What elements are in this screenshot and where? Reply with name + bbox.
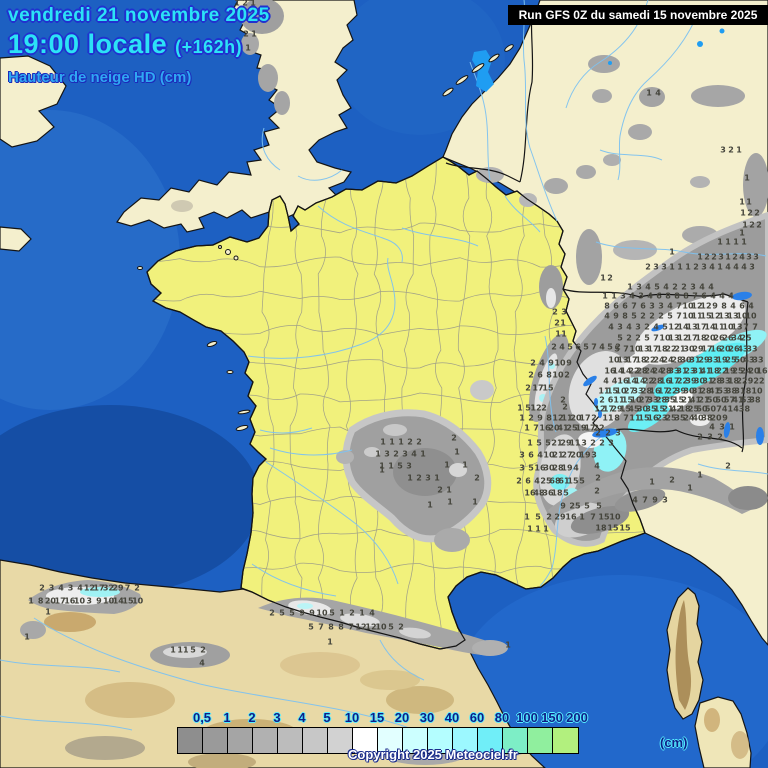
parameter-label: Hauteur de neige HD (cm) <box>8 69 192 86</box>
small-islands <box>137 44 514 431</box>
legend-color-cell <box>378 728 403 753</box>
relief-and-snow <box>20 0 768 768</box>
legend-color-cell <box>253 728 278 753</box>
sardinia-land <box>694 696 752 768</box>
legend-threshold-value: 10 <box>344 710 360 725</box>
legend-threshold-value: 20 <box>394 710 410 725</box>
legend-threshold-value: 40 <box>444 710 460 725</box>
forecast-hour-offset: (+162h) <box>175 37 243 57</box>
model-run-banner: Run GFS 0Z du samedi 15 novembre 2025 <box>508 5 768 25</box>
legend-threshold-value: 15 <box>369 710 385 725</box>
legend-threshold-value: 0,5 <box>192 710 212 725</box>
corsica-land <box>666 587 704 720</box>
legend-color-cell <box>553 728 578 753</box>
legend-threshold-value: 2 <box>248 710 256 725</box>
legend-color-cell <box>478 728 503 753</box>
legend-threshold-value: 80 <box>494 710 510 725</box>
legend-color-cell <box>403 728 428 753</box>
legend-color-cell <box>328 728 353 753</box>
north-sea-shading <box>335 0 505 135</box>
legend-threshold-value: 30 <box>419 710 435 725</box>
legend-boxes <box>177 727 579 754</box>
ireland-land <box>0 55 67 252</box>
legend-threshold-value: 200 <box>566 710 588 725</box>
legend-color-cell <box>503 728 528 753</box>
legend-threshold-value: 5 <box>323 710 331 725</box>
legend-color-cell <box>203 728 228 753</box>
copyright-text: Copyright 2025 Meteociel.fr <box>348 747 518 762</box>
legend-threshold-value: 60 <box>469 710 485 725</box>
forecast-time: 19:00 locale (+162h) <box>8 29 243 59</box>
legend-threshold-value: 4 <box>298 710 306 725</box>
forecast-date: vendredi 21 novembre 2025 <box>8 5 270 26</box>
legend-color-cell <box>353 728 378 753</box>
legend-color-cell <box>278 728 303 753</box>
legend-unit-label: (cm) <box>660 735 688 750</box>
legend-color-cell <box>428 728 453 753</box>
legend-threshold-value: 3 <box>273 710 281 725</box>
color-scale-legend: 0,5 1 2 3 4 5 10 15 20 30 40 60 80 100 150 200 <box>177 710 588 754</box>
legend-value-labels: 0,5 1 2 3 4 5 10 15 20 30 40 60 80 100 150 200 <box>177 710 588 727</box>
legend-color-cell <box>303 728 328 753</box>
legend-threshold-value: 150 <box>541 710 563 725</box>
legend-color-cell <box>528 728 553 753</box>
biscay-shading <box>0 405 260 595</box>
legend-threshold-value: 100 <box>516 710 538 725</box>
legend-color-cell <box>228 728 253 753</box>
legend-threshold-value: 1 <box>223 710 231 725</box>
map-title-block: vendredi 21 novembre 2025 19:00 locale (… <box>8 6 270 85</box>
legend-color-cell <box>453 728 478 753</box>
atlantic-shading <box>0 110 180 410</box>
legend-color-cell <box>178 728 203 753</box>
